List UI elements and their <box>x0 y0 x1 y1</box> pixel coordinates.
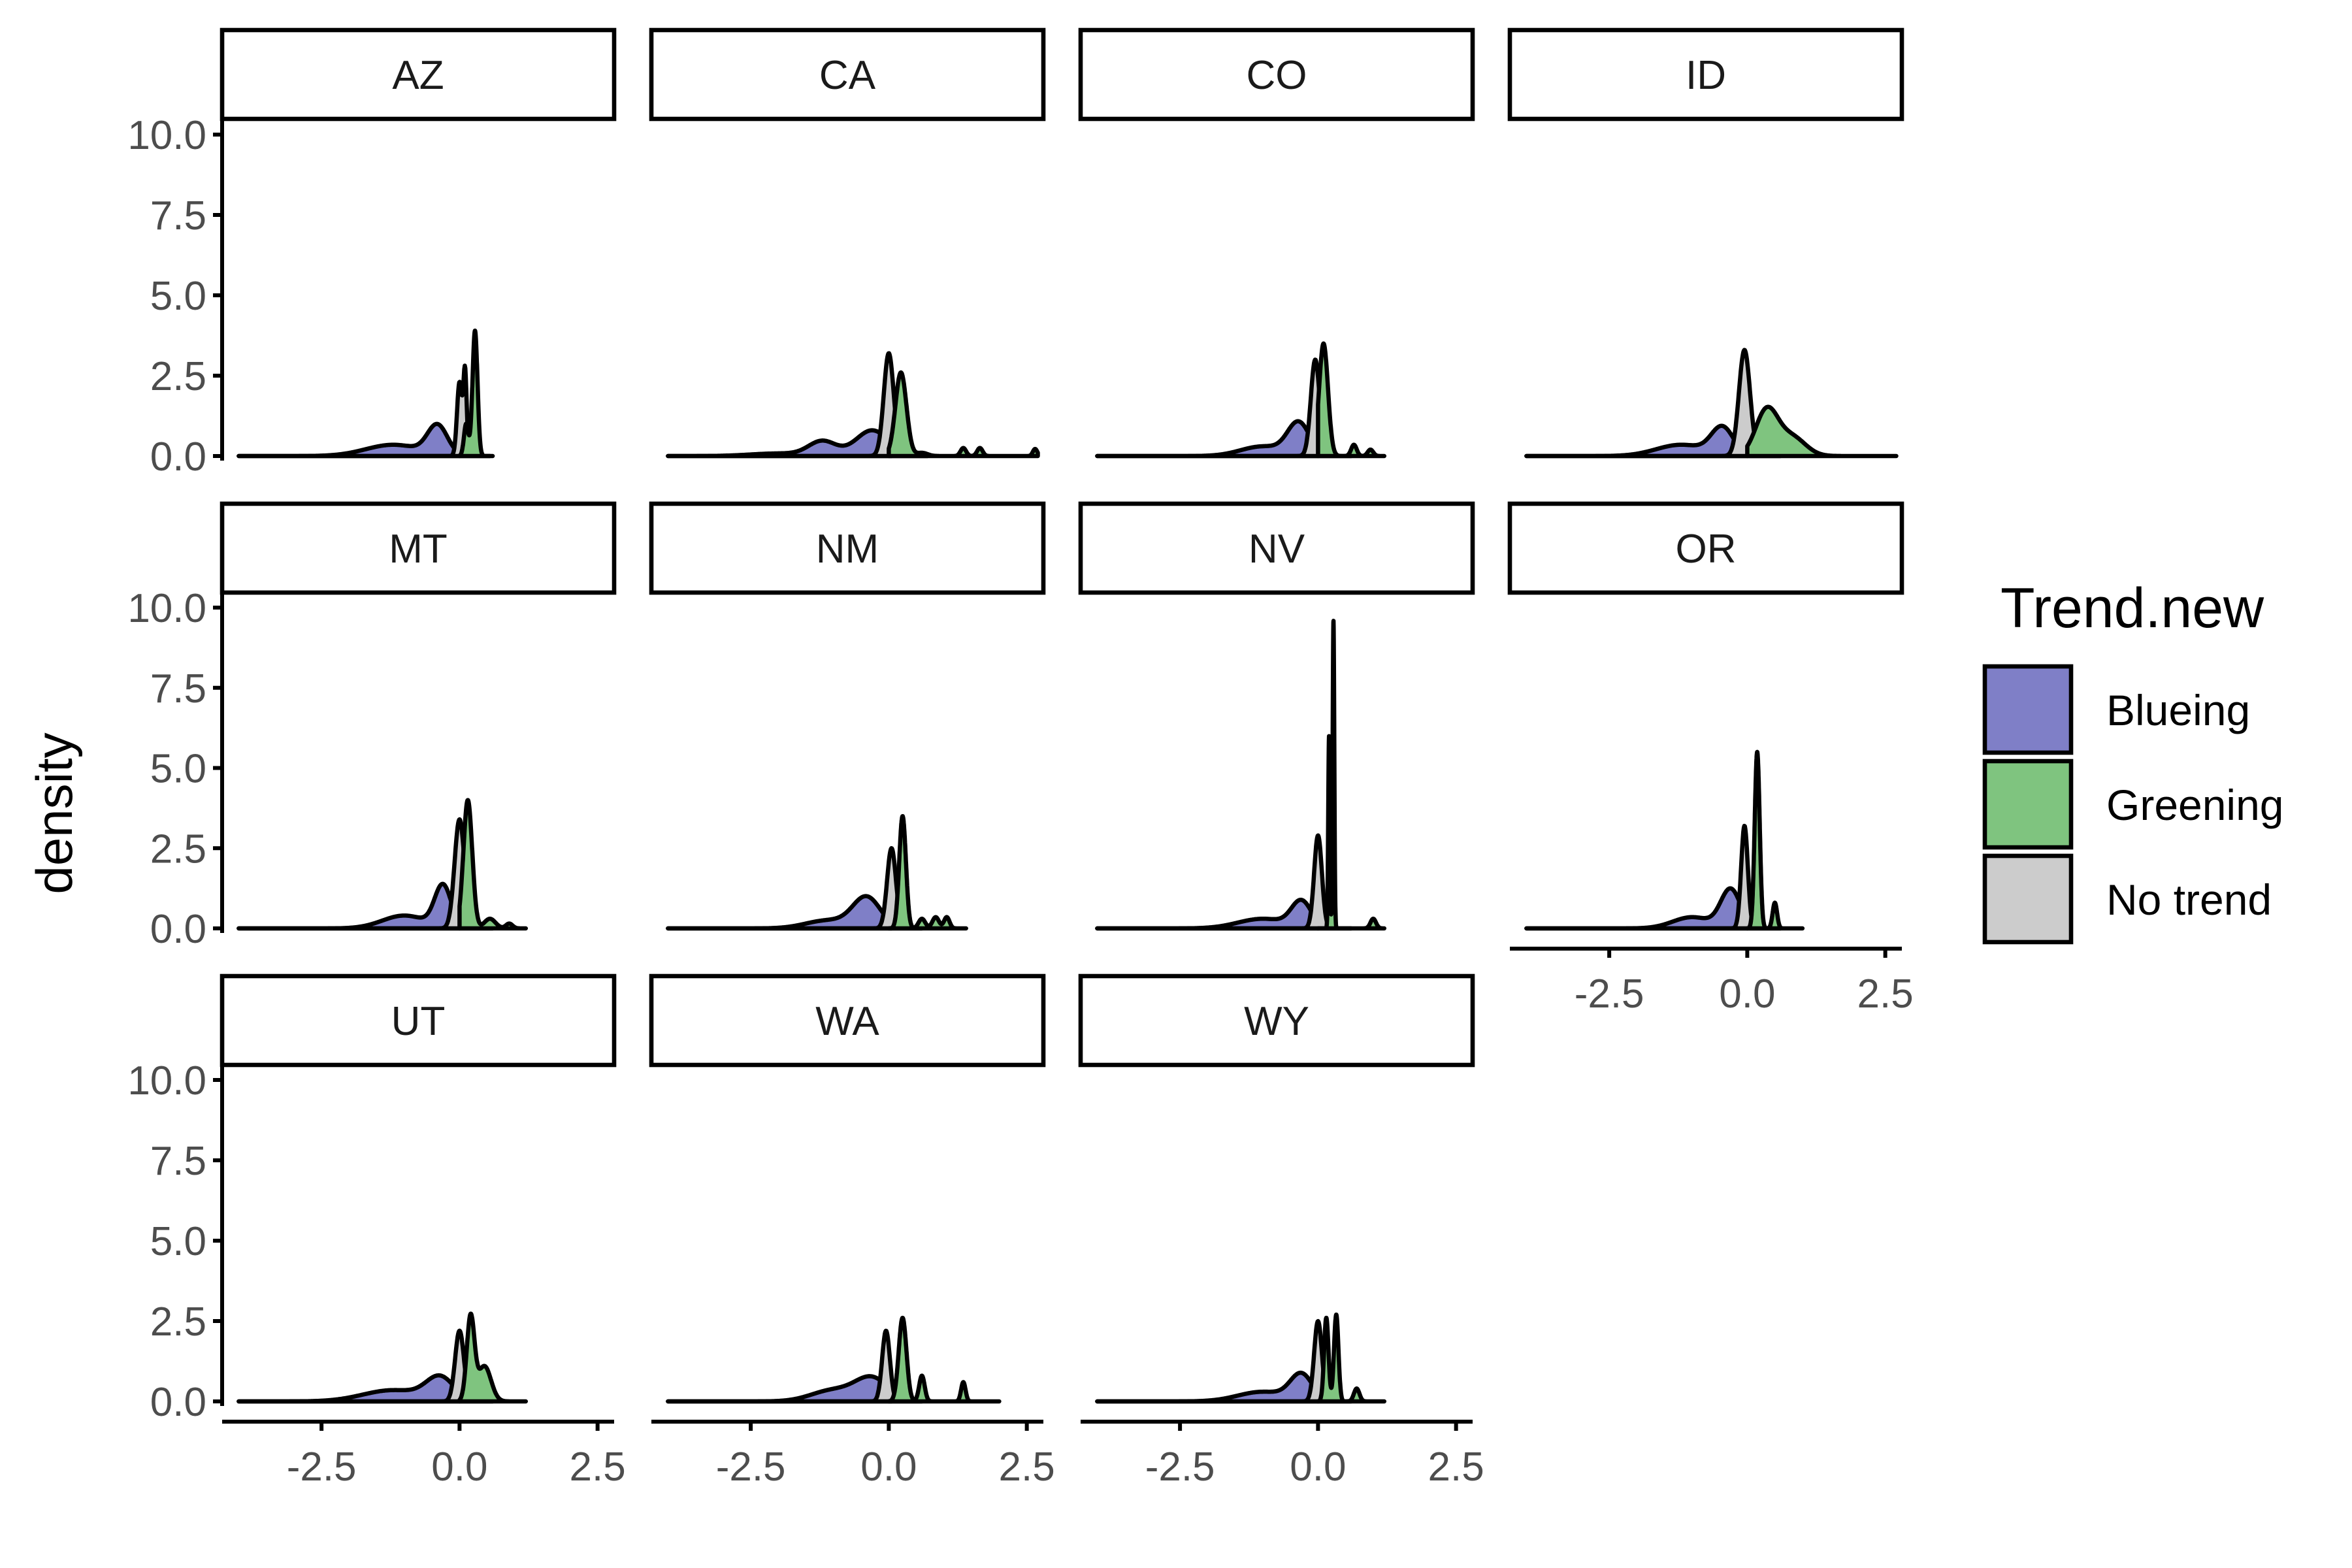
facet-panel-nm: NM <box>649 501 1046 931</box>
y-tick-label: 0.0 <box>150 434 206 480</box>
legend-title: Trend.new <box>2001 577 2264 640</box>
facet-panels: AZ 0.0 2.5 5.0 7.5 10.0 CA CO ID MT 0.0 2.5 5.0 7.5 10… <box>127 27 1914 1490</box>
legend-label: Greening <box>2106 781 2284 829</box>
density-curve-no-trend <box>1095 357 1354 459</box>
facet-strip-label: NM <box>816 527 879 572</box>
legend-label: No trend <box>2106 875 2272 924</box>
facet-strip-label: OR <box>1676 527 1737 572</box>
density-curve-no-trend <box>1524 823 1783 931</box>
facet-strip <box>1078 27 1475 122</box>
facet-strip-label: AZ <box>392 53 444 98</box>
density-curve-greening <box>1316 619 1387 931</box>
y-tick-label: 7.5 <box>150 193 206 238</box>
facet-strip <box>1507 501 1904 595</box>
y-tick-label: 0.0 <box>150 907 206 952</box>
x-tick-label: 2.5 <box>570 1445 626 1490</box>
facet-panel-ca: CA <box>649 27 1046 459</box>
x-tick-label: 2.5 <box>1428 1445 1484 1490</box>
legend-key-greening <box>1982 759 2074 850</box>
y-tick-label: 5.0 <box>150 274 206 319</box>
x-tick-label: 2.5 <box>999 1445 1055 1490</box>
facet-strip <box>220 27 617 122</box>
y-axis-title: density <box>25 732 83 894</box>
y-tick-label: 0.0 <box>150 1380 206 1425</box>
y-tick-label: 2.5 <box>150 826 206 872</box>
x-tick-label: 2.5 <box>1857 972 1914 1017</box>
facet-panel-nv: NV <box>1078 501 1475 931</box>
x-tick-label: -2.5 <box>1575 972 1644 1017</box>
density-curve-greening <box>887 370 1040 459</box>
density-curve-greening <box>457 798 529 931</box>
density-curve-no-trend <box>666 351 930 459</box>
facet-strip <box>1507 27 1904 122</box>
y-tick-label: 2.5 <box>150 1299 206 1345</box>
density-curve-greening <box>457 1311 529 1404</box>
x-tick-label: 0.0 <box>431 1445 487 1490</box>
y-tick-label: 5.0 <box>150 1219 206 1264</box>
facet-strip-label: ID <box>1686 53 1726 98</box>
facet-strip <box>649 501 1046 595</box>
facet-panel-wy: WY -2.5 0.0 2.5 <box>1078 973 1484 1490</box>
facet-strip-label: CA <box>819 53 876 98</box>
facet-strip <box>1078 501 1475 595</box>
legend-label: Blueing <box>2106 686 2250 734</box>
y-tick-label: 10.0 <box>127 1058 206 1103</box>
legend: Trend.new Blueing Greening No trend <box>1982 577 2284 945</box>
facet-strip-label: WY <box>1244 999 1309 1044</box>
density-curve-no-trend <box>666 1328 924 1404</box>
y-tick-label: 10.0 <box>127 113 206 158</box>
x-tick-label: 0.0 <box>1290 1445 1346 1490</box>
density-curve-greening <box>887 813 968 931</box>
y-tick-label: 7.5 <box>150 1139 206 1184</box>
facet-strip <box>649 973 1046 1068</box>
facet-panel-co: CO <box>1078 27 1475 459</box>
facet-strip-label: NV <box>1249 527 1305 572</box>
x-tick-label: -2.5 <box>716 1445 786 1490</box>
x-tick-label: -2.5 <box>1145 1445 1215 1490</box>
facet-panel-az: AZ 0.0 2.5 5.0 7.5 10.0 <box>127 27 617 480</box>
legend-key-blueing <box>1982 664 2074 755</box>
density-curve-greening <box>1745 749 1805 931</box>
facet-strip-label: WA <box>815 999 879 1044</box>
y-tick-label: 5.0 <box>150 747 206 792</box>
density-curve-greening <box>457 328 495 459</box>
density-curve-greening <box>1745 404 1899 459</box>
density-curve-greening <box>1316 1312 1387 1404</box>
facet-strip <box>220 973 617 1068</box>
facet-strip-label: CO <box>1247 53 1307 98</box>
x-tick-label: 0.0 <box>1719 972 1775 1017</box>
x-tick-label: -2.5 <box>287 1445 357 1490</box>
facet-strip <box>1078 973 1475 1068</box>
y-tick-label: 10.0 <box>127 586 206 631</box>
facet-strip-label: UT <box>391 999 446 1044</box>
facet-panel-wa: WA -2.5 0.0 2.5 <box>649 973 1055 1490</box>
facet-strip <box>220 501 617 595</box>
facet-panel-id: ID <box>1507 27 1904 459</box>
y-tick-label: 7.5 <box>150 666 206 711</box>
facet-panel-ut: UT 0.0 2.5 5.0 7.5 10.0 -2.5 0.0 2.5 <box>127 973 626 1490</box>
facet-panel-or: OR -2.5 0.0 2.5 <box>1507 501 1914 1017</box>
density-curve-greening <box>887 1315 1002 1404</box>
y-tick-label: 2.5 <box>150 354 206 399</box>
facet-strip <box>649 27 1046 122</box>
facet-strip-label: MT <box>389 527 448 572</box>
density-curve-greening <box>1316 341 1387 459</box>
x-tick-label: 0.0 <box>860 1445 917 1490</box>
legend-key-no-trend <box>1982 853 2074 945</box>
facet-panel-mt: MT 0.0 2.5 5.0 7.5 10.0 <box>127 501 617 952</box>
